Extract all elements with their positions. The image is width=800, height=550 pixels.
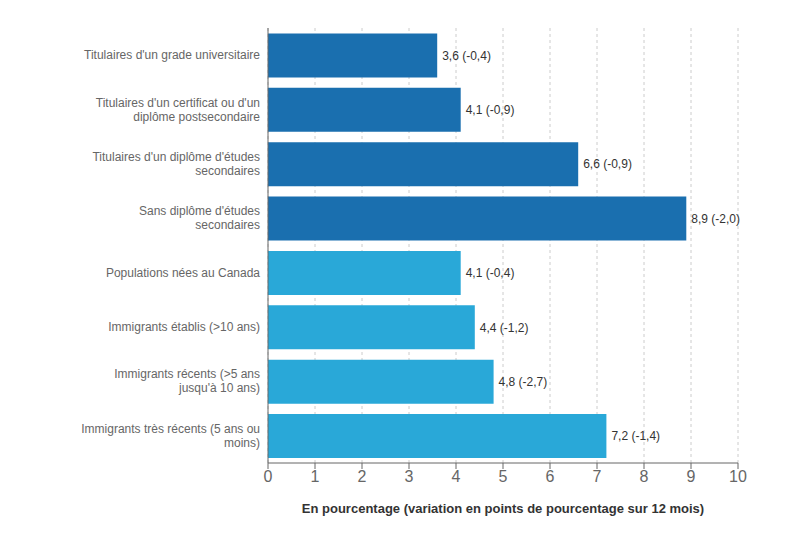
svg-text:7: 7 bbox=[593, 468, 602, 485]
svg-text:0: 0 bbox=[264, 468, 273, 485]
svg-text:Immigrants très récents (5 ans: Immigrants très récents (5 ans oumoins) bbox=[81, 422, 260, 450]
svg-text:4,1 (-0,4): 4,1 (-0,4) bbox=[466, 266, 515, 280]
svg-text:5: 5 bbox=[499, 468, 508, 485]
svg-text:4,8 (-2,7): 4,8 (-2,7) bbox=[499, 375, 548, 389]
svg-text:1: 1 bbox=[311, 468, 320, 485]
svg-text:4,4 (-1,2): 4,4 (-1,2) bbox=[480, 321, 529, 335]
svg-text:3,6 (-0,4): 3,6 (-0,4) bbox=[442, 49, 491, 63]
svg-text:2: 2 bbox=[358, 468, 367, 485]
svg-text:Populations nées au Canada: Populations nées au Canada bbox=[106, 266, 260, 280]
svg-text:Immigrants récents (>5 ansjusq: Immigrants récents (>5 ansjusqu'à 10 ans… bbox=[114, 367, 260, 395]
svg-text:En pourcentage (variation en p: En pourcentage (variation en points de p… bbox=[302, 501, 704, 516]
svg-text:3: 3 bbox=[405, 468, 414, 485]
svg-text:4: 4 bbox=[452, 468, 461, 485]
svg-text:4,1 (-0,9): 4,1 (-0,9) bbox=[466, 103, 515, 117]
svg-text:7,2 (-1,4): 7,2 (-1,4) bbox=[611, 429, 660, 443]
svg-text:10: 10 bbox=[729, 468, 747, 485]
svg-text:Titulaires d'un grade universi: Titulaires d'un grade universitaire bbox=[84, 48, 260, 62]
svg-text:9: 9 bbox=[687, 468, 696, 485]
svg-text:Titulaires d'un certificat ou: Titulaires d'un certificat ou d'undiplôm… bbox=[96, 96, 261, 124]
svg-text:Titulaires d'un diplôme d'étud: Titulaires d'un diplôme d'étudessecondai… bbox=[92, 150, 260, 178]
svg-text:Sans diplôme d'étudessecondair: Sans diplôme d'étudessecondaires bbox=[139, 204, 260, 232]
svg-text:Immigrants établis (>10 ans): Immigrants établis (>10 ans) bbox=[108, 320, 260, 334]
svg-text:6,6 (-0,9): 6,6 (-0,9) bbox=[583, 157, 632, 171]
svg-text:6: 6 bbox=[546, 468, 555, 485]
svg-text:8: 8 bbox=[640, 468, 649, 485]
svg-text:8,9 (-2,0): 8,9 (-2,0) bbox=[691, 212, 740, 226]
